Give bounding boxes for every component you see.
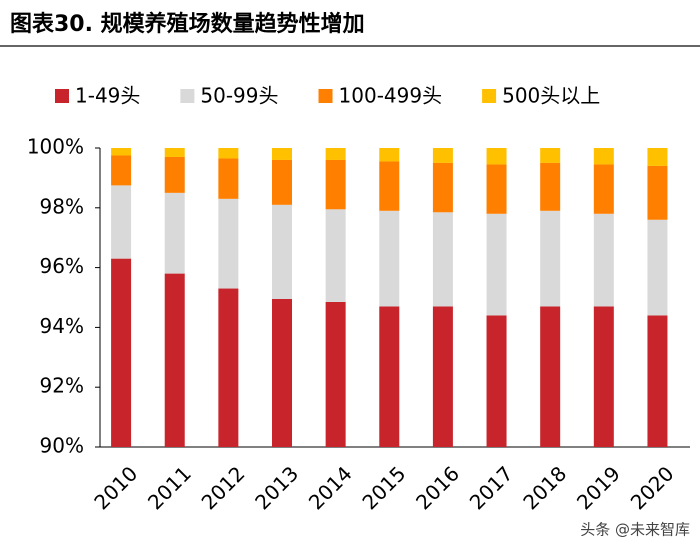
bar-segment [272,148,292,160]
bar-segment [164,192,185,274]
bar-segment [432,306,453,447]
bar-segment [111,155,132,186]
y-tick-label: 98% [40,194,84,218]
y-tick-label: 92% [40,374,84,398]
bar-segment [593,148,614,165]
bar-segment [486,315,507,447]
x-tick-label: 2015 [357,461,410,514]
y-tick-label: 96% [40,254,84,278]
bar-segment [218,148,239,159]
bar-segment [486,213,507,316]
bar-segment [325,159,346,210]
bar-segment [164,156,185,193]
x-tick-label: 2012 [197,461,250,514]
x-tick-label: 2017 [465,461,518,514]
bar-segment [486,164,507,214]
x-tick-label: 2014 [304,461,357,514]
bar-segment [486,148,507,165]
legend-label: 50-99头 [200,84,278,108]
bar-segment [272,204,292,299]
bar-segment [647,148,668,166]
y-tick-label: 100% [27,135,84,159]
legend-swatch [482,89,497,103]
bar-segment [593,213,614,307]
x-tick-label: 2011 [143,461,196,514]
bar-segment [111,258,132,447]
legend-label: 500头以上 [502,84,600,108]
y-tick-label: 90% [40,434,84,458]
x-tick-label: 2016 [411,461,464,514]
legend-swatch [318,89,333,103]
legend-swatch [180,89,195,103]
bar-segment [647,219,668,316]
bar-segment [379,161,400,211]
bar-segment [272,159,292,205]
watermark: 头条 @未来智库 [580,521,690,539]
y-tick-label: 94% [40,314,84,338]
x-tick-label: 2020 [626,461,679,514]
bar-segment [647,315,668,447]
bar-segment [325,148,346,160]
bar-segment [325,209,346,302]
bar-segment [164,273,185,447]
x-tick-label: 2018 [518,461,571,514]
legend-label: 100-499头 [339,84,443,108]
bar-segment [647,165,668,220]
x-tick-label: 2010 [89,461,142,514]
bar-segment [272,298,292,447]
bar-segment [432,162,453,213]
bar-segment [432,212,453,307]
chart-title: 图表30. 规模养殖场数量趋势性增加 [10,11,365,37]
bar-segment [218,288,239,447]
bar-segment [540,306,561,447]
bar-segment [111,185,132,259]
legend-swatch [55,89,69,103]
bar-segment [218,198,239,289]
bar-segment [540,148,561,163]
legend-label: 1-49头 [75,84,140,108]
bar-segment [325,301,346,447]
bar-segment [540,210,561,307]
x-tick-label: 2019 [572,461,625,514]
bar-segment [164,148,185,157]
bar-segment [379,210,400,307]
bar-segment [111,148,132,156]
bar-segment [593,164,614,214]
bar-segment [540,162,561,211]
bar-segment [432,148,453,163]
bar-segment [379,148,400,162]
x-tick-label: 2013 [250,461,303,514]
bar-segment [218,158,239,199]
bar-segment [379,306,400,447]
bar-segment [593,306,614,447]
